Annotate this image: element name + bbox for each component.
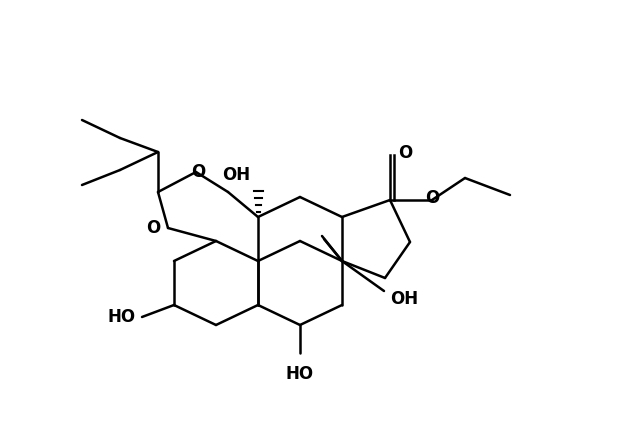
Text: O: O [146,219,160,237]
Text: HO: HO [286,365,314,383]
Text: OH: OH [222,166,250,184]
Text: O: O [398,144,412,162]
Text: O: O [191,163,205,181]
Text: O: O [425,189,439,207]
Text: HO: HO [108,308,136,326]
Text: OH: OH [390,290,418,308]
